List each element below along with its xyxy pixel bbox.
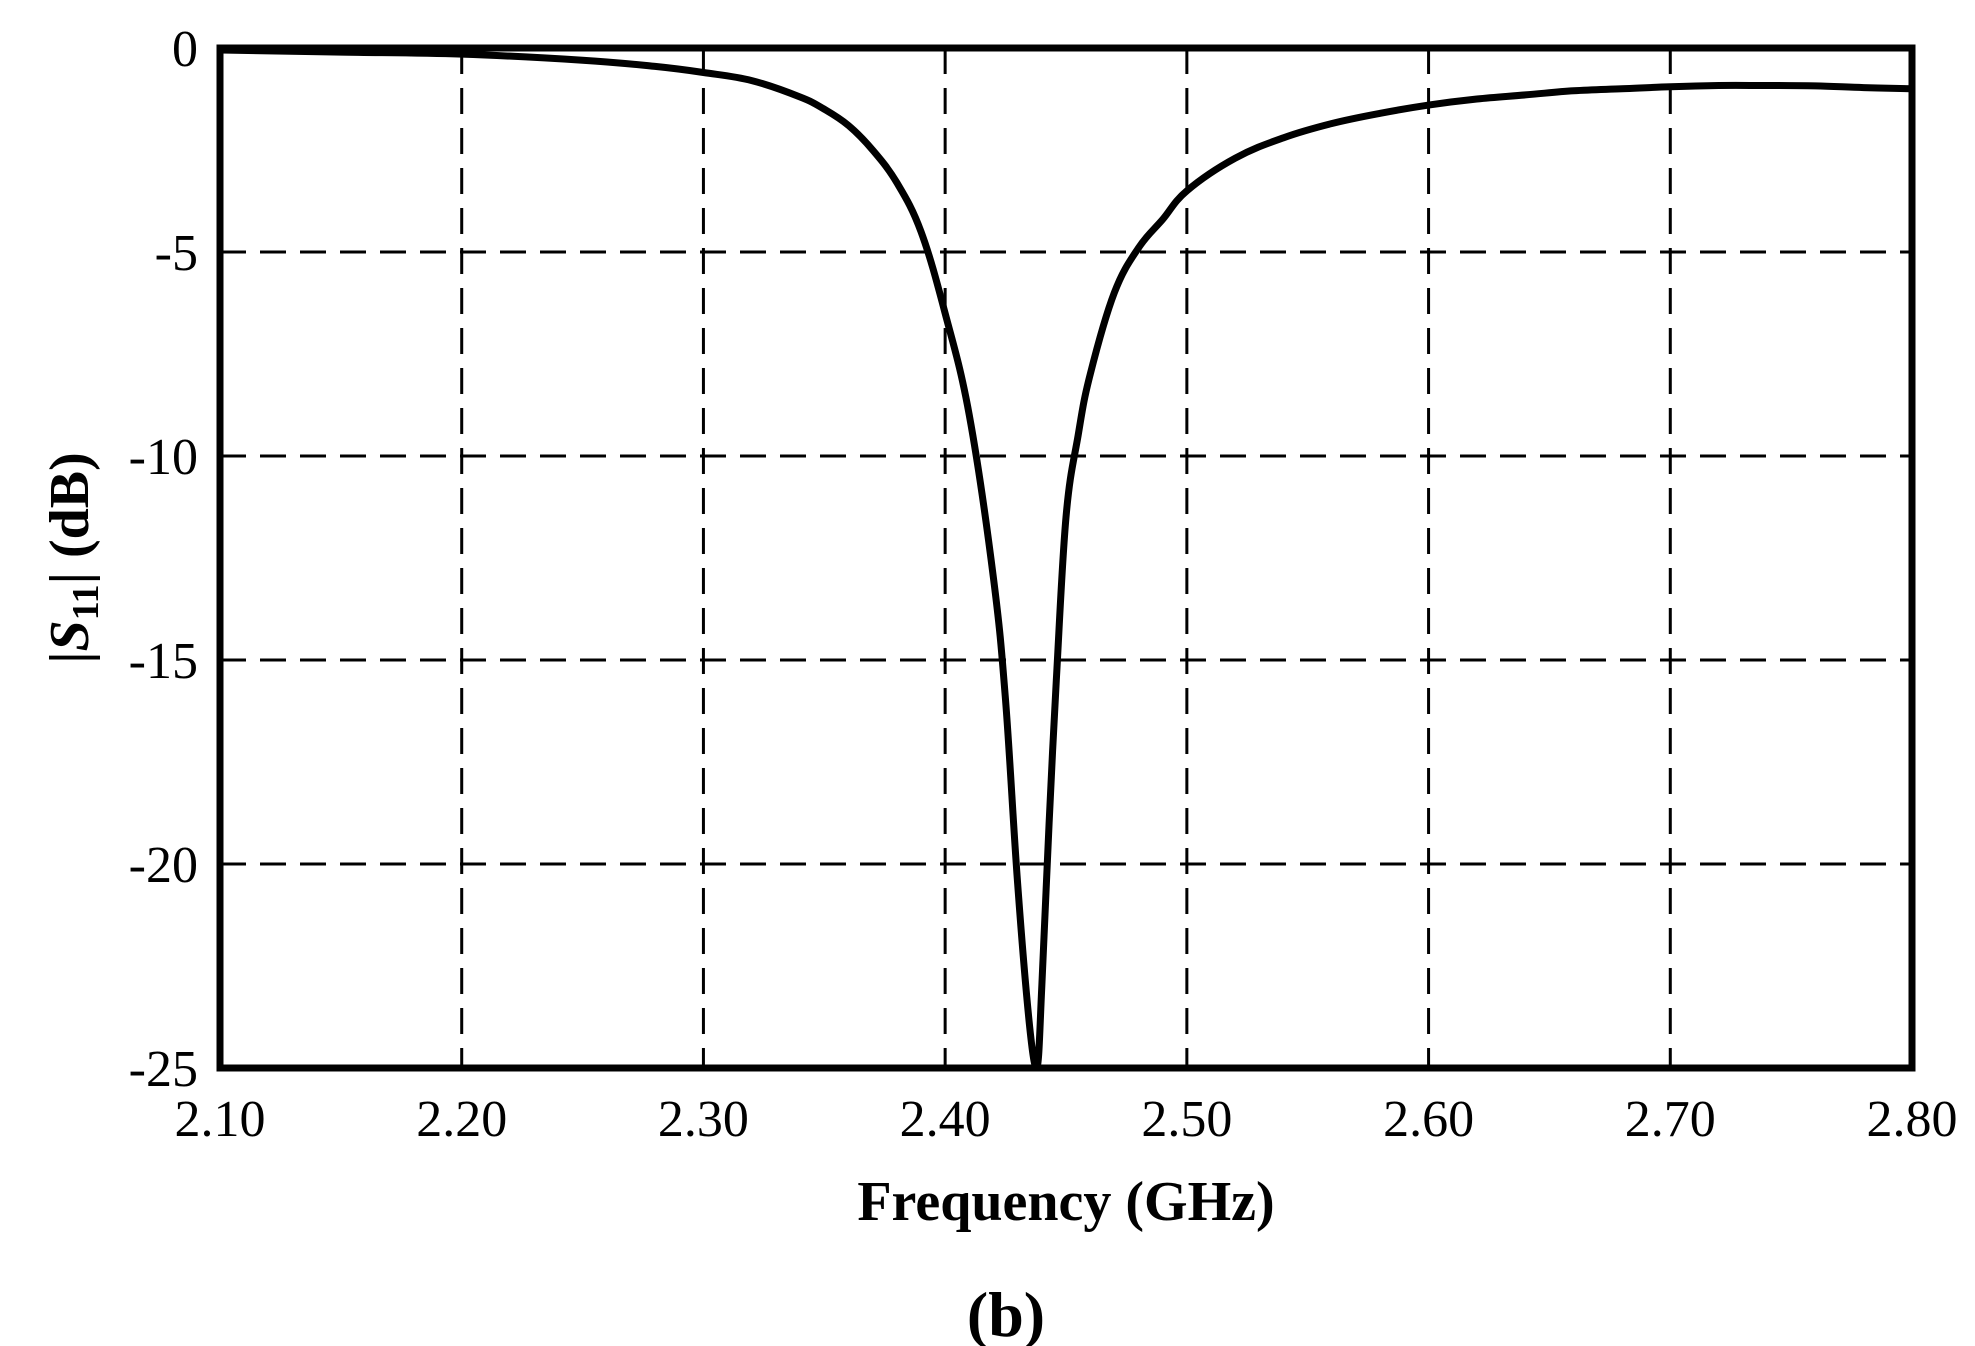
y-tick-label: -20	[129, 837, 198, 894]
x-tick-label: 2.30	[658, 1091, 749, 1148]
x-tick-label: 2.60	[1383, 1091, 1474, 1148]
plot-frame	[216, 44, 1916, 1072]
tick-labels: 2.10 2.20 2.30 2.40 2.50 2.60 2.70 2.80 0 -5 -10 -1…	[129, 21, 1958, 1148]
y-tick-label: -15	[129, 633, 198, 690]
x-tick-label: 2.80	[1867, 1091, 1958, 1148]
panel-label: (b)	[967, 1279, 1045, 1346]
y-tick-label: -25	[129, 1041, 198, 1098]
x-tick-label: 2.40	[900, 1091, 991, 1148]
grid-lines	[220, 48, 1912, 1068]
y-axis-label-symbol: S	[39, 620, 101, 651]
y-axis-label-subscript: 11	[65, 584, 107, 620]
y-tick-label: -10	[129, 429, 198, 486]
y-tick-label: -5	[155, 225, 198, 282]
y-tick-label: 0	[172, 21, 198, 78]
x-tick-label: 2.50	[1141, 1091, 1232, 1148]
x-tick-label: 2.20	[416, 1091, 507, 1148]
y-axis-label-prefix: |	[39, 651, 101, 663]
y-axis-label-suffix: | (dB)	[39, 452, 101, 584]
y-axis-label: |S11| (dB)	[39, 452, 107, 664]
x-tick-label: 2.10	[175, 1091, 266, 1148]
x-axis-label: Frequency (GHz)	[857, 1171, 1274, 1233]
x-tick-label: 2.70	[1625, 1091, 1716, 1148]
s11-curve	[216, 46, 1916, 1072]
